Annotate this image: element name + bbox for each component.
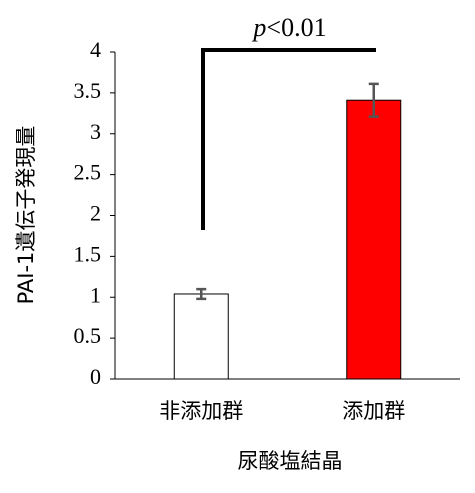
y-tick-label: 0 [90,364,101,389]
y-tick-label: 3 [90,119,101,144]
y-axis-label: PAI-1遺伝子発現量 [14,126,38,305]
y-tick-label: 3.5 [74,78,102,103]
y-tick-label: 2.5 [74,160,102,185]
y-tick-label: 2 [90,201,101,226]
y-tick-label: 1.5 [74,241,102,266]
bar [173,293,229,380]
x-tick-label: 添加群 [342,399,405,423]
y-tick-label: 4 [90,37,101,62]
x-axis-label: 尿酸塩結晶 [238,449,343,473]
bar [346,99,402,380]
error-bar [368,82,379,118]
x-tick-label: 非添加群 [159,399,243,423]
significance-bracket [201,48,376,230]
error-bar [196,287,207,301]
annotation: p<0.01 [251,13,326,42]
y-tick-label: 1 [90,282,101,307]
y-tick-label: 0.5 [74,323,102,348]
